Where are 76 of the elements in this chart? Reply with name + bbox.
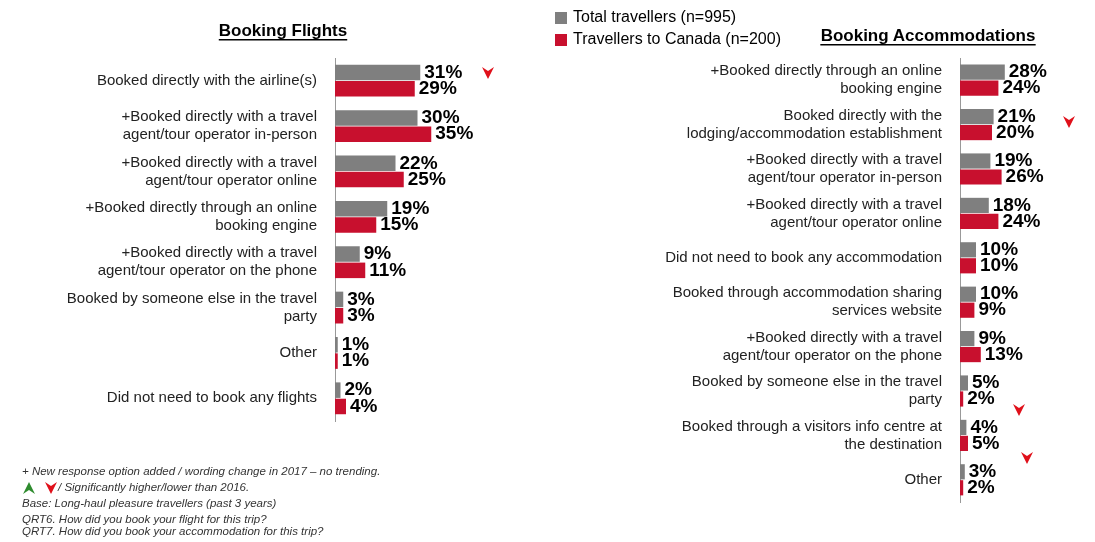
y-tick-label: +Booked directly through an online booking engine [85,197,317,233]
y-tick-label: +Booked directly with a travel agent/tour operator in-person [746,150,942,186]
y-tick-label: +Booked directly through an online booking engine [710,61,942,97]
bar [960,80,999,96]
bar [960,419,967,435]
text: QRT7. How did you book your accommodation for this trip? [22,525,325,539]
y-tick-label: Booked through accommodation sharing services website [672,283,942,319]
bar [960,64,1005,80]
y-tick-label: Booked by someone else in the travel party [691,372,943,408]
y-tick-label: +Booked directly with a travel agent/tour operator online [746,194,942,230]
legend-label: Travellers to Canada (n=200) [573,30,781,48]
bar [960,286,976,302]
bar [335,246,360,262]
y-tick-label: Did not need to book any flights [106,388,317,406]
bar [335,200,388,217]
bar [960,331,975,347]
data-label: 3% [347,287,375,309]
data-label: 24% [1002,76,1041,98]
y-tick-label: +Booked directly with a travel agent/tour operator on the phone [97,243,317,279]
data-label: 2% [967,476,995,498]
bar [960,153,991,169]
bar [960,435,968,451]
data-label: 10% [980,254,1019,276]
bar [335,217,377,233]
data-label: 2% [967,387,995,409]
bar [335,291,344,308]
y-tick-label: Booked directly with the lodging/accommodation establishment [686,105,943,141]
chart-title: Booking Flights [218,21,348,40]
text: QRT6. How did you book your flight for this trip? [22,512,268,527]
y-tick-label: +Booked directly with a travel agent/tour operator online [121,152,317,188]
bar [335,110,418,126]
y-tick-label: Did not need to book any accommodation [665,247,942,265]
legend-label: Total travellers (n=995) [573,8,737,26]
bar [960,391,964,407]
bar [335,382,341,398]
y-tick-label: Booked by someone else in the travel party [66,288,318,324]
text: + New response option added / wording change in 2017 – no trending. [22,464,381,479]
bar [960,480,964,496]
y-tick-label: Other [279,343,317,361]
text: / Significantly higher/lower than 2016. [56,480,251,495]
bar [335,337,338,353]
y-tick-label: Booked directly with the airline(s) [96,70,317,88]
data-label: 18% [992,193,1031,215]
bar [335,262,366,279]
data-label: 26% [1005,165,1044,187]
bar [960,347,981,363]
bar [335,155,396,172]
bar [335,171,404,188]
text: Base: Long-haul pleasure travellers (past 3 years) [22,496,278,511]
y-tick-label: Booked through a visitors info centre at the destination [681,416,943,452]
data-label: 35% [435,122,474,144]
bar [960,109,994,125]
data-label: 4% [970,415,998,437]
y-tick-label: +Booked directly with a travel agent/tour operator in-person [121,107,317,143]
bar [960,258,976,274]
bar [335,64,421,81]
chart-title: Booking Accommodations [820,26,1036,45]
bar [335,398,346,415]
data-label: 9% [978,298,1006,320]
data-label: 21% [997,104,1036,126]
bar [960,213,999,229]
bar [335,353,338,369]
y-tick-label: +Booked directly with a travel agent/tour operator on the phone [722,327,942,363]
bar [960,375,968,391]
bar [960,302,975,318]
bar [335,81,415,97]
bar [335,307,344,324]
y-tick-label: Other [904,469,942,487]
data-label: 9% [978,326,1006,348]
bar [335,126,432,142]
bar [960,242,976,258]
bar [960,197,989,213]
bar [960,464,965,480]
bar [960,125,992,141]
data-label: 22% [399,151,438,173]
bar [960,169,1002,185]
